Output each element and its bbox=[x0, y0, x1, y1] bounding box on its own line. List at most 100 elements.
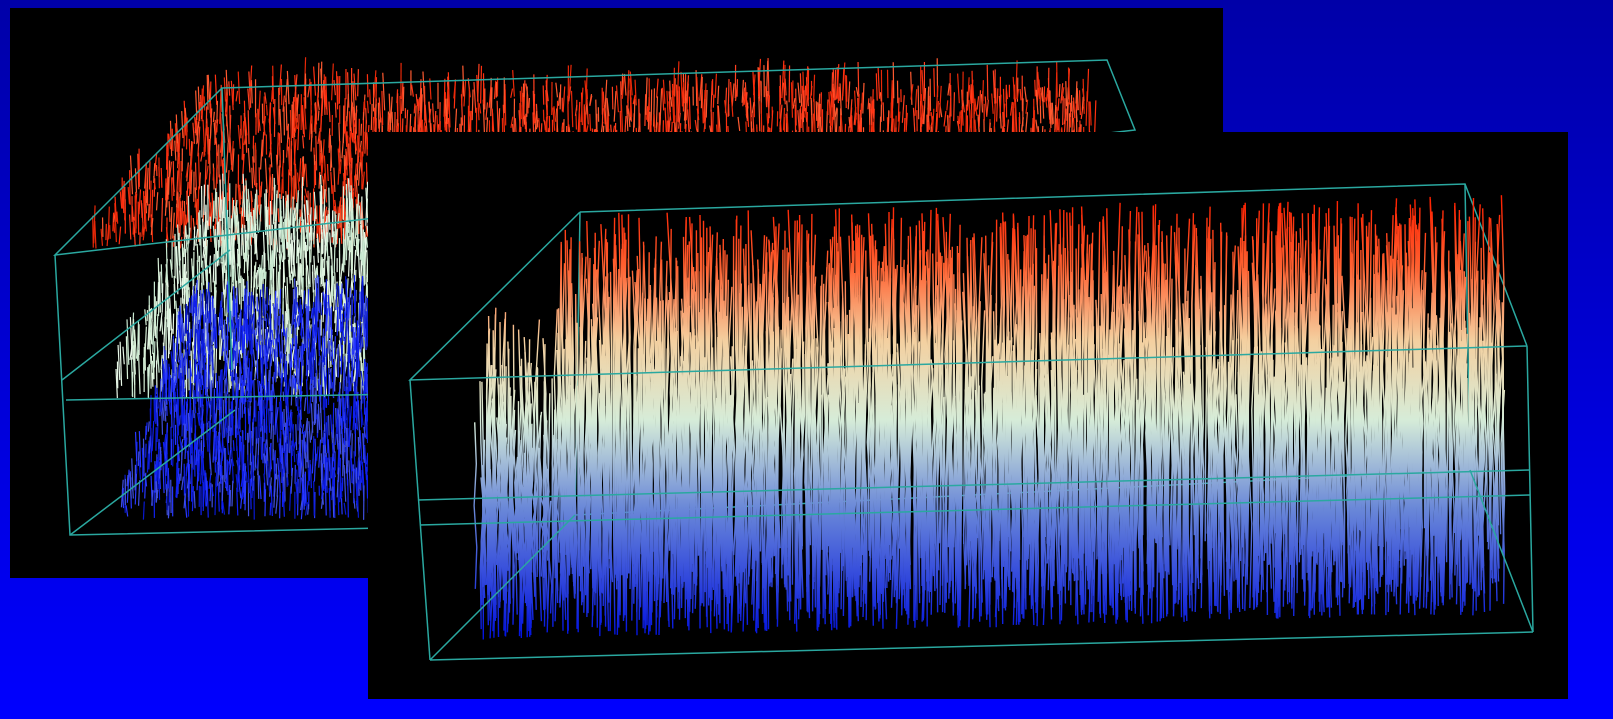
spike bbox=[366, 162, 367, 184]
spike bbox=[268, 339, 269, 354]
spike bbox=[918, 86, 919, 120]
spike bbox=[301, 305, 302, 339]
spike bbox=[846, 75, 847, 108]
spike bbox=[670, 81, 671, 100]
spike bbox=[292, 275, 293, 288]
spike bbox=[231, 401, 232, 426]
spike bbox=[265, 489, 266, 516]
spike bbox=[207, 387, 208, 396]
spike bbox=[400, 96, 401, 132]
spike bbox=[352, 433, 353, 458]
spike bbox=[324, 397, 325, 424]
spike bbox=[125, 209, 126, 219]
spike bbox=[529, 98, 530, 108]
spike bbox=[318, 413, 319, 433]
spike bbox=[149, 161, 150, 189]
spike bbox=[651, 89, 652, 125]
spike bbox=[300, 457, 301, 493]
spike bbox=[816, 101, 817, 121]
spike bbox=[713, 95, 714, 108]
spike bbox=[883, 102, 884, 121]
spike bbox=[245, 481, 246, 511]
spike bbox=[361, 124, 362, 136]
spike bbox=[169, 367, 170, 401]
spike bbox=[171, 439, 172, 457]
spike bbox=[280, 289, 281, 314]
spike bbox=[590, 114, 591, 131]
spike bbox=[261, 437, 262, 460]
spike bbox=[203, 480, 204, 511]
spike bbox=[251, 80, 252, 103]
spike bbox=[472, 90, 473, 121]
spike bbox=[185, 352, 186, 375]
spike bbox=[761, 103, 762, 135]
spike bbox=[329, 415, 330, 435]
spike bbox=[322, 337, 323, 362]
spike bbox=[928, 87, 929, 123]
spike bbox=[288, 427, 289, 453]
spike bbox=[306, 306, 307, 339]
spike bbox=[232, 481, 233, 507]
spike bbox=[321, 360, 322, 396]
spike bbox=[354, 411, 355, 434]
spike bbox=[357, 156, 358, 168]
spike bbox=[327, 416, 328, 453]
spike bbox=[367, 425, 368, 443]
spike bbox=[316, 373, 317, 403]
spike bbox=[353, 327, 354, 355]
spike bbox=[182, 278, 183, 304]
spike bbox=[146, 163, 147, 199]
spike bbox=[545, 121, 546, 130]
spike bbox=[204, 96, 205, 110]
spike bbox=[272, 90, 273, 102]
spike bbox=[266, 105, 267, 116]
spike bbox=[209, 139, 210, 174]
spike bbox=[349, 422, 350, 447]
spike bbox=[370, 89, 371, 104]
spike bbox=[444, 113, 445, 130]
spike bbox=[1082, 97, 1083, 110]
spike bbox=[205, 353, 206, 362]
spike bbox=[117, 212, 118, 224]
spike bbox=[869, 103, 870, 125]
spike bbox=[333, 276, 334, 296]
spike bbox=[340, 398, 341, 425]
spike bbox=[319, 172, 320, 189]
spike bbox=[172, 129, 173, 151]
spike bbox=[296, 424, 297, 450]
spike bbox=[166, 360, 167, 393]
spike bbox=[309, 460, 310, 481]
spike bbox=[337, 207, 338, 244]
spike bbox=[344, 98, 345, 133]
spike bbox=[696, 70, 697, 106]
spike bbox=[344, 398, 345, 433]
spike bbox=[382, 91, 383, 125]
spike bbox=[522, 87, 523, 102]
spike bbox=[328, 214, 329, 242]
spike bbox=[174, 276, 175, 292]
spike bbox=[602, 108, 603, 126]
spike bbox=[291, 141, 292, 176]
spike bbox=[154, 398, 155, 421]
spike bbox=[335, 336, 336, 354]
spike bbox=[196, 163, 197, 191]
spike bbox=[335, 215, 336, 248]
spike bbox=[176, 369, 177, 382]
spike bbox=[333, 231, 334, 244]
spike bbox=[445, 99, 446, 116]
spike bbox=[706, 90, 707, 118]
spike bbox=[342, 498, 343, 514]
spike bbox=[343, 444, 344, 477]
spike bbox=[180, 201, 181, 236]
spike bbox=[324, 84, 325, 115]
spike bbox=[403, 87, 404, 111]
spike bbox=[217, 192, 218, 225]
spike bbox=[265, 298, 266, 321]
spike bbox=[1063, 96, 1064, 125]
spike bbox=[324, 180, 325, 199]
spike bbox=[295, 378, 296, 392]
spike bbox=[835, 70, 836, 100]
spike bbox=[954, 92, 955, 121]
spike bbox=[255, 143, 256, 156]
spike bbox=[255, 224, 256, 244]
